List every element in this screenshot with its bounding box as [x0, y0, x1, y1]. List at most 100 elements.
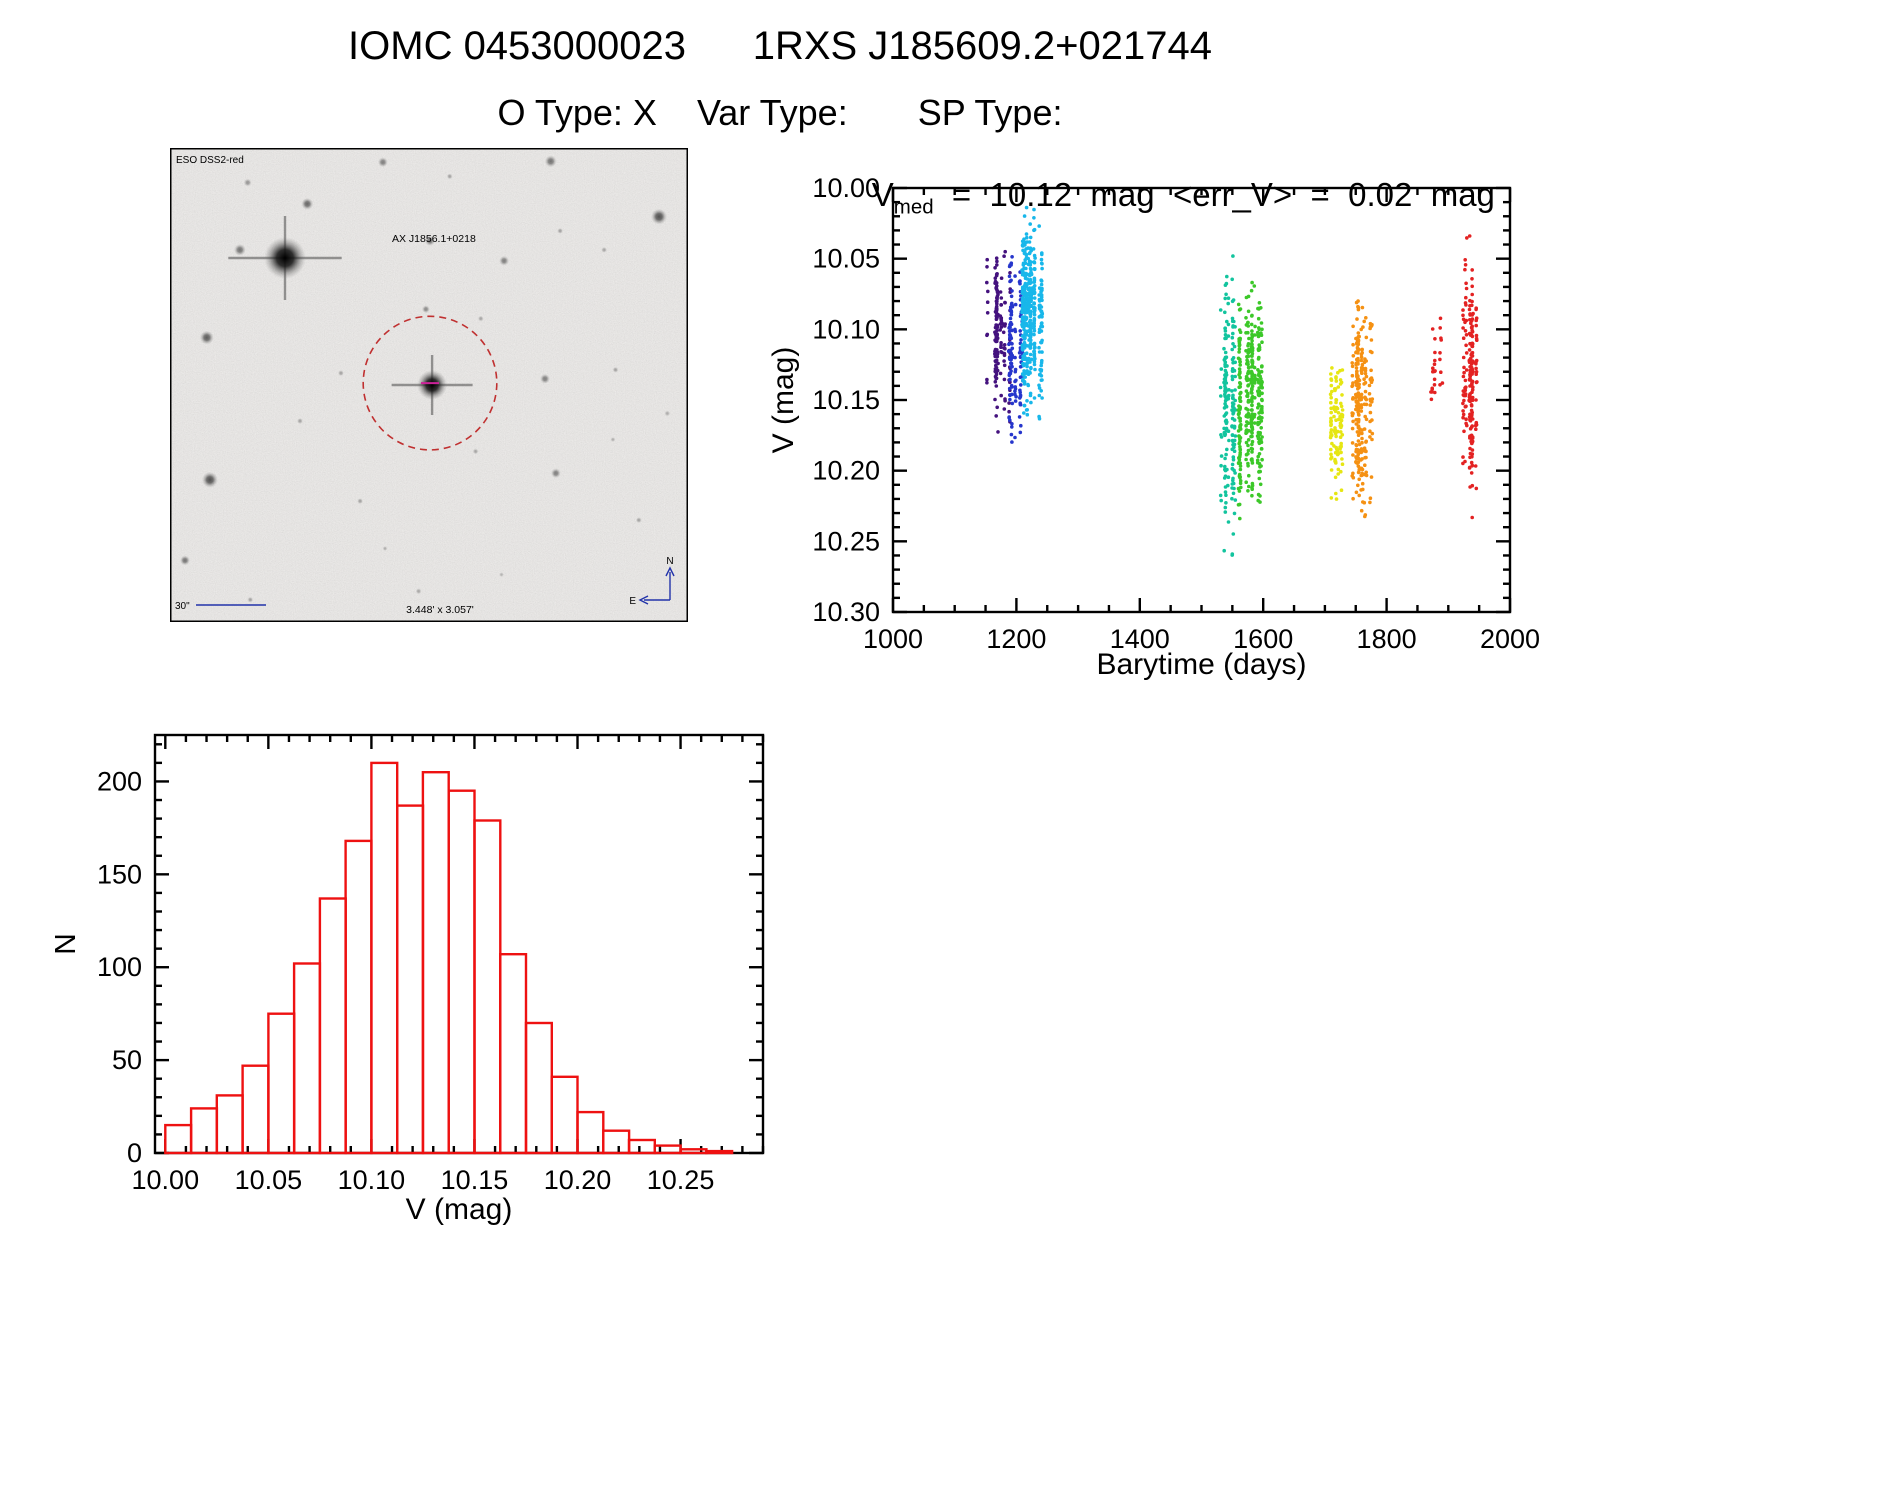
points-epoch-5-green [1236, 280, 1264, 521]
star [243, 178, 252, 187]
x-axis-title: V (mag) [406, 1193, 513, 1226]
star [612, 366, 619, 373]
x-tick-label: 10.00 [132, 1165, 200, 1195]
points-epoch-8-red-sparse [1429, 316, 1445, 402]
star [477, 315, 484, 322]
star [199, 330, 214, 345]
y-tick-label: 10.25 [812, 526, 880, 556]
y-tick-label: 10.05 [812, 244, 880, 274]
star [472, 448, 479, 455]
points-epoch-4-teal [1218, 254, 1238, 557]
x-tick-label: 1200 [986, 624, 1046, 654]
y-tick-label: 50 [112, 1045, 142, 1075]
tick-labels: 1000 1200 1400 1600 1800 2000 10.00 10.05 10.10 1… [812, 175, 1540, 654]
hist-bar [189, 1107, 219, 1155]
y-axis-title: V (mag) [770, 347, 800, 454]
points-epoch-1-purple [985, 249, 1012, 434]
points-epoch-9-red [1461, 234, 1479, 520]
star [664, 410, 671, 417]
star [651, 208, 667, 225]
hist-bar [292, 962, 322, 1155]
plot-frame [153, 733, 765, 1155]
star [337, 370, 344, 377]
hist-bar [447, 789, 476, 1155]
star [601, 246, 608, 253]
star [228, 216, 342, 300]
x-axis-title: Barytime (days) [1096, 648, 1306, 681]
x-tick-label: 1800 [1357, 624, 1417, 654]
star [201, 471, 218, 488]
star [425, 235, 435, 246]
x-tick-label: 2000 [1480, 624, 1540, 654]
compass [638, 566, 675, 605]
histogram-bars [164, 761, 734, 1155]
hist-bar [164, 1123, 193, 1155]
hist-bar [344, 839, 373, 1155]
hist-bar [705, 1149, 734, 1155]
hist-bar [370, 761, 399, 1155]
x-tick-label: 10.15 [441, 1165, 509, 1195]
hist-bar [524, 1021, 553, 1155]
hist-bar [499, 952, 528, 1155]
plot-axes [891, 186, 1512, 614]
vmed-symbol: V [871, 176, 894, 213]
y-tick-label: 0 [127, 1138, 142, 1168]
page-title: IOMC 0453000023 1RXS J185609.2+021744 [348, 24, 1212, 68]
compass-e-label: E [629, 596, 636, 607]
y-tick-label: 200 [97, 766, 142, 796]
star [540, 373, 550, 384]
star [357, 498, 364, 505]
stars [180, 155, 671, 603]
x-tick-label: 1600 [1233, 624, 1293, 654]
hist-bar [267, 1012, 296, 1155]
star [382, 546, 388, 551]
star [544, 155, 557, 168]
magnitude-histogram-plot: 10.00 10.05 10.10 10.15 10.20 10.25 0 50 100 150 2… [55, 733, 765, 1226]
star [247, 596, 254, 603]
star [391, 355, 473, 415]
star [377, 157, 388, 168]
star [421, 305, 430, 314]
hist-bar [241, 1064, 270, 1155]
scale-label: 30" [175, 601, 190, 612]
star [610, 437, 616, 442]
hist-bar [627, 1138, 656, 1155]
hist-bar [679, 1148, 708, 1155]
points-epoch-6-yellow [1328, 366, 1345, 501]
x-tick-label: 1000 [863, 624, 923, 654]
vmed-subscript: med [893, 195, 934, 219]
compass-n-label: N [666, 556, 673, 567]
points-epoch-7-orange [1350, 299, 1375, 519]
survey-label: ESO DSS2-red [176, 155, 244, 166]
star [550, 468, 561, 479]
hist-bar [550, 1075, 579, 1155]
target-aperture-circle [362, 315, 498, 451]
hist-bar [602, 1129, 631, 1155]
finder-frame [170, 148, 688, 622]
star [233, 243, 246, 256]
hist-bar [421, 771, 450, 1155]
hist-bar [396, 804, 425, 1155]
star [297, 418, 303, 424]
x-tick-label: 10.05 [235, 1165, 303, 1195]
x-tick-label: 10.25 [647, 1165, 715, 1195]
hist-bar [473, 819, 502, 1155]
hist-bar [576, 1110, 605, 1155]
plot-frame [891, 186, 1512, 614]
star [635, 517, 642, 524]
x-tick-label: 1400 [1110, 624, 1170, 654]
star [180, 555, 190, 566]
star [499, 572, 504, 578]
y-tick-label: 150 [97, 859, 142, 889]
y-tick-label: 10.30 [812, 597, 880, 627]
finder-chart-image: ESO DSS2-red AX J1856.1+0218 30" 3.448' x 3… [170, 148, 688, 622]
star [499, 255, 510, 266]
source-label: AX J1856.1+0218 [392, 233, 476, 245]
hist-bar [318, 897, 347, 1155]
lightcurve-scatter-plot: 1000 1200 1400 1600 1800 2000 10.00 10.05 10.10 1… [770, 175, 1540, 681]
y-tick-label: 10.10 [812, 314, 880, 344]
y-tick-label: 10.00 [812, 175, 880, 203]
fov-size-label: 3.448' x 3.057' [406, 604, 474, 616]
tick-labels: 10.00 10.05 10.10 10.15 10.20 10.25 0 50 100 150 2… [97, 766, 714, 1195]
